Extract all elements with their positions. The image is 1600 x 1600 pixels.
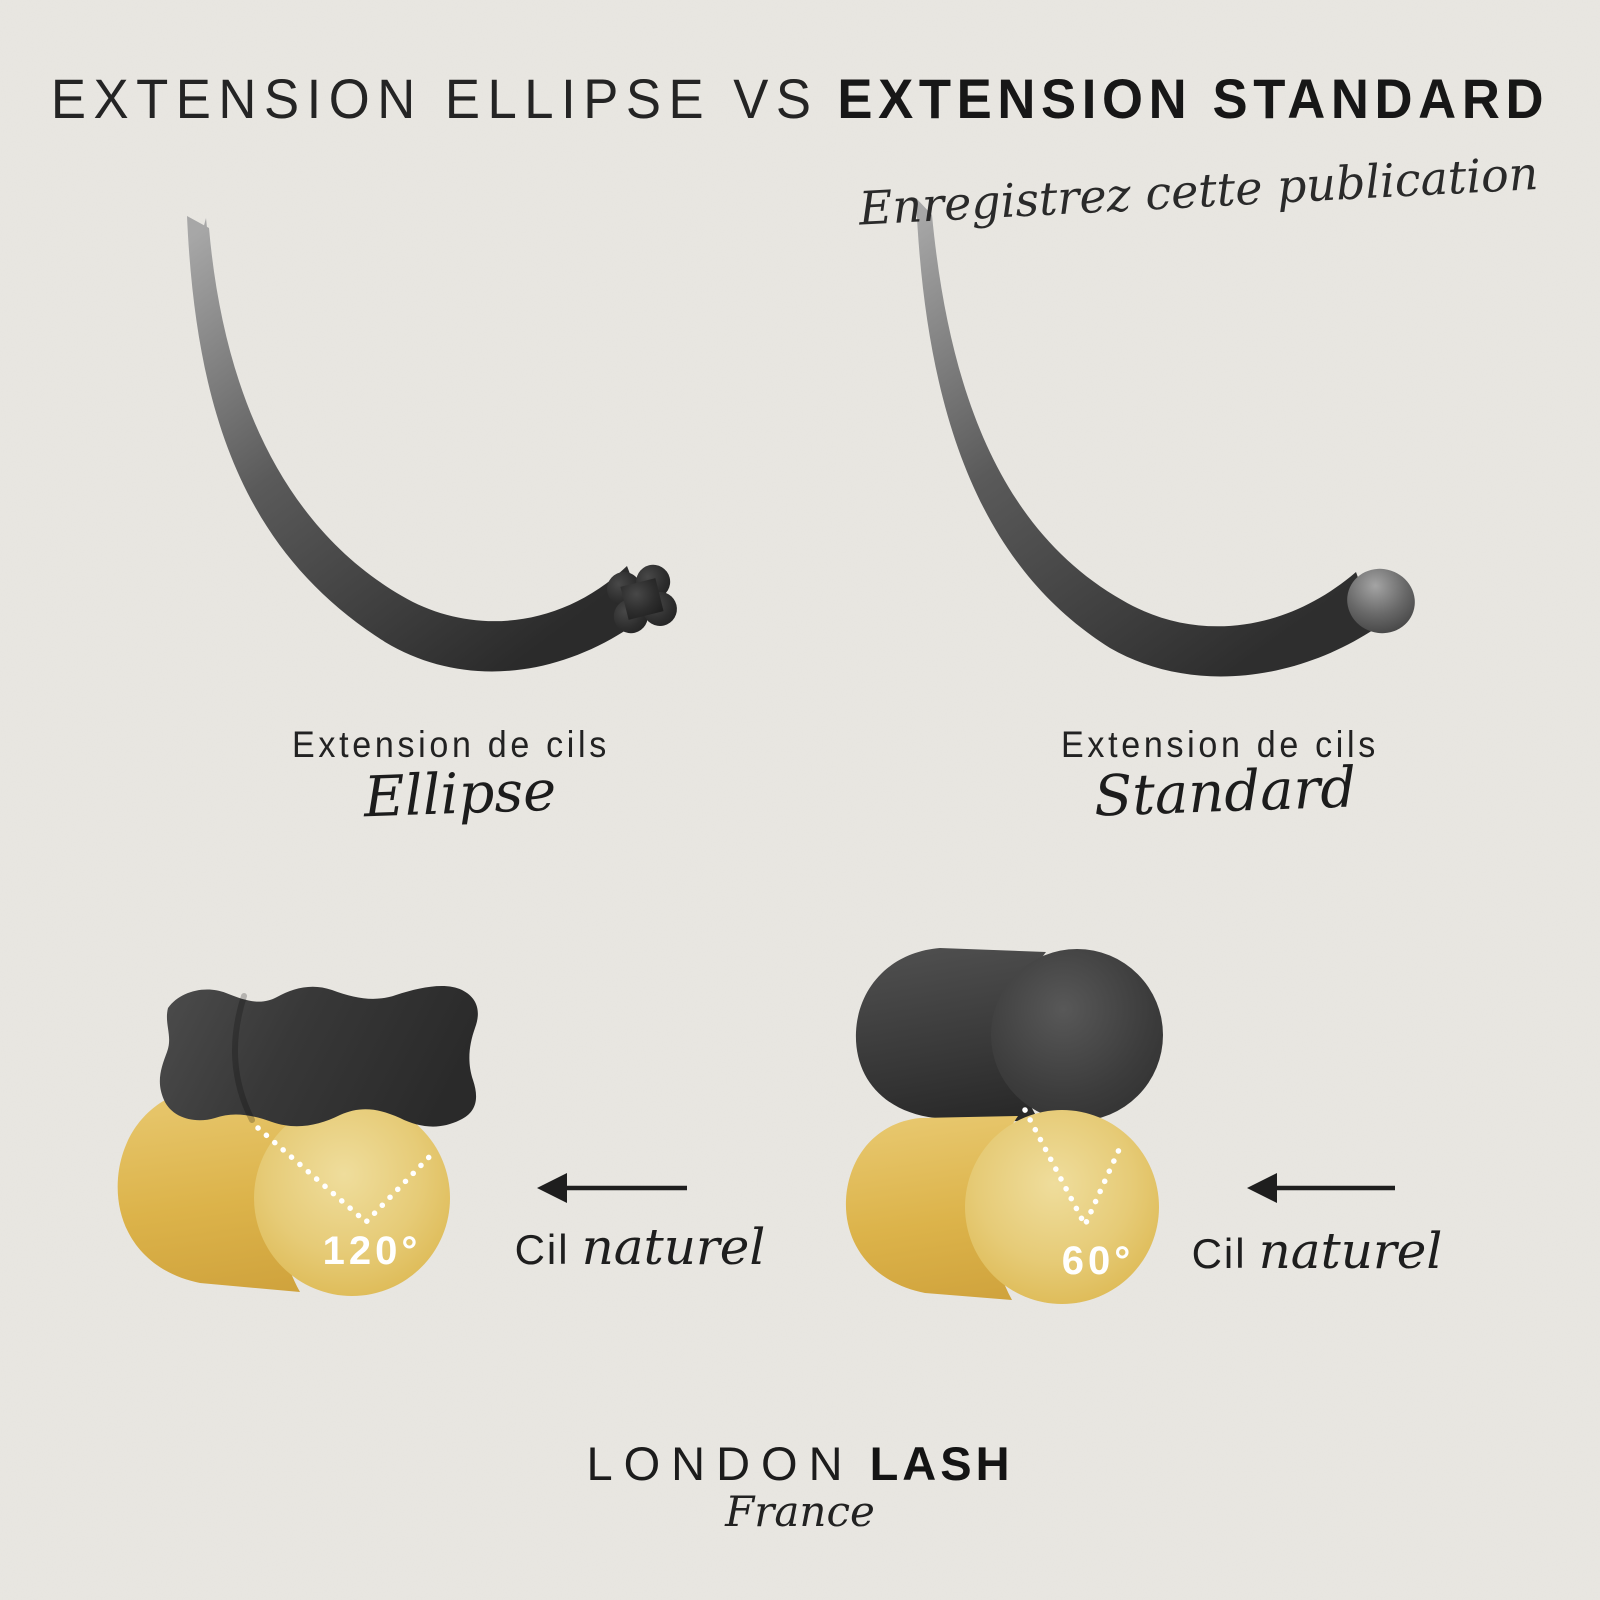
standard-variant-label: Standard — [1092, 755, 1358, 830]
natural-lash-cylinder-face — [254, 1100, 450, 1296]
natural-lash-cylinder-face-right — [965, 1110, 1159, 1304]
natural-lash-label-right: Cil naturel — [1192, 1222, 1443, 1280]
natural-lash-label-left: Cil naturel — [515, 1218, 766, 1276]
contact-angle-dotted-lines-right — [1022, 1107, 1125, 1232]
contact-angle-label-right: 60° — [1062, 1239, 1135, 1283]
natural-lash-label-right-script: naturel — [1258, 1222, 1443, 1280]
ellipse-extension-endcap-line — [231, 993, 255, 1123]
title-regular: EXTENSION ELLIPSE VS — [50, 67, 819, 130]
brand-logo: LONDON LASH — [0, 1436, 1600, 1491]
natural-lash-cylinder-body — [117, 1088, 305, 1292]
brand-logo-regular: LONDON — [586, 1437, 854, 1490]
standard-tip-cross-section — [1347, 568, 1415, 634]
standard-cross-section-diagram: 60° — [845, 948, 1163, 1304]
ellipse-cross-section-diagram: 120° — [117, 985, 478, 1296]
natural-lash-label-left-plain: Cil — [514, 1226, 570, 1273]
title-bold: EXTENSION STANDARD — [837, 67, 1550, 130]
standard-caption: Extension de cils — [1060, 724, 1380, 765]
natural-lash-cylinder-body-right — [845, 1116, 1018, 1300]
brand-region: France — [725, 1487, 875, 1536]
ellipse-tip-cross-section — [607, 564, 677, 634]
standard-lash-illustration — [916, 198, 1415, 677]
page-title: EXTENSION ELLIPSE VS EXTENSION STANDARD — [48, 66, 1552, 131]
ellipse-caption: Extension de cils — [291, 724, 611, 765]
contact-angle-label-left: 120° — [323, 1229, 422, 1273]
natural-lash-arrow-left — [537, 1173, 687, 1203]
natural-lash-label-right-plain: Cil — [1191, 1230, 1247, 1277]
contact-angle-dotted-lines-left — [255, 1125, 437, 1226]
ellipse-variant-label: Ellipse — [362, 758, 558, 831]
natural-lash-label-left-script: naturel — [581, 1218, 766, 1276]
brand-logo-bold: LASH — [869, 1437, 1014, 1490]
natural-lash-arrow-right — [1247, 1173, 1395, 1203]
ellipse-extension-shape — [159, 985, 478, 1127]
standard-extension-cylinder-face — [991, 949, 1163, 1121]
standard-extension-cylinder-body — [855, 948, 1046, 1122]
ellipse-lash-illustration — [187, 216, 677, 672]
